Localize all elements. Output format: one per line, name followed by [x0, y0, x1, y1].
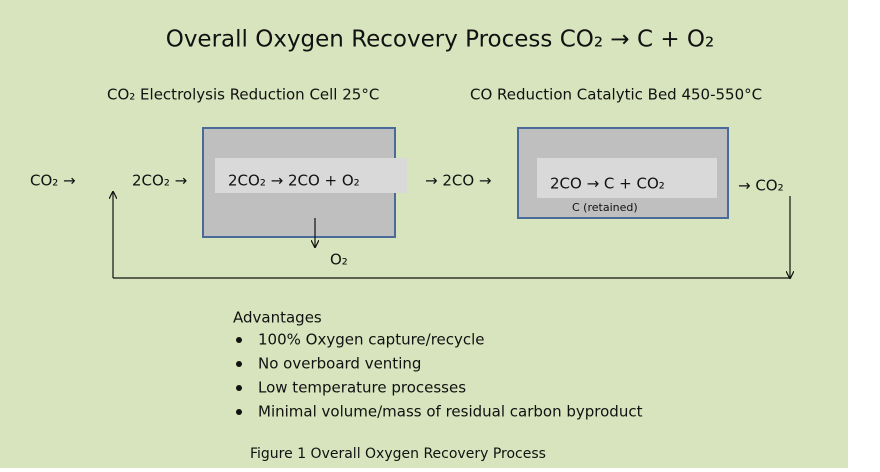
bed-reaction: 2CO → C + CO₂: [550, 175, 665, 193]
advantages-list: 100% Oxygen capture/recycle No overboard …: [236, 331, 643, 421]
stage-label: CO₂ Electrolysis Reduction Cell 25°C: [107, 86, 379, 104]
bullet: [236, 361, 242, 367]
bed-note: C (retained): [572, 201, 638, 214]
bed-reaction-panel: [537, 158, 717, 198]
stage-label: CO Reduction Catalytic Bed 450-550°C: [470, 86, 762, 104]
bullet: [236, 409, 242, 415]
advantage-item: Low temperature processes: [258, 379, 466, 397]
bullet: [236, 337, 242, 343]
intermediate-label: → 2CO →: [425, 172, 492, 190]
advantage-item: 100% Oxygen capture/recycle: [258, 331, 485, 349]
advantages-heading: Advantages: [233, 309, 322, 327]
advantage-item: Minimal volume/mass of residual carbon b…: [258, 403, 643, 421]
output-label: → CO₂: [738, 177, 784, 195]
cell-reaction-panel: [215, 158, 407, 193]
background: [0, 0, 848, 468]
oxygen-label: O₂: [330, 251, 348, 269]
title: Overall Oxygen Recovery Process CO₂ → C …: [166, 27, 715, 53]
feed-label: 2CO₂ →: [132, 172, 187, 190]
cell-reaction: 2CO₂ → 2CO + O₂: [228, 172, 360, 190]
bullet: [236, 385, 242, 391]
caption: Figure 1 Overall Oxygen Recovery Process: [250, 446, 546, 462]
input-label: CO₂ →: [30, 172, 76, 190]
advantage-item: No overboard venting: [258, 355, 421, 373]
